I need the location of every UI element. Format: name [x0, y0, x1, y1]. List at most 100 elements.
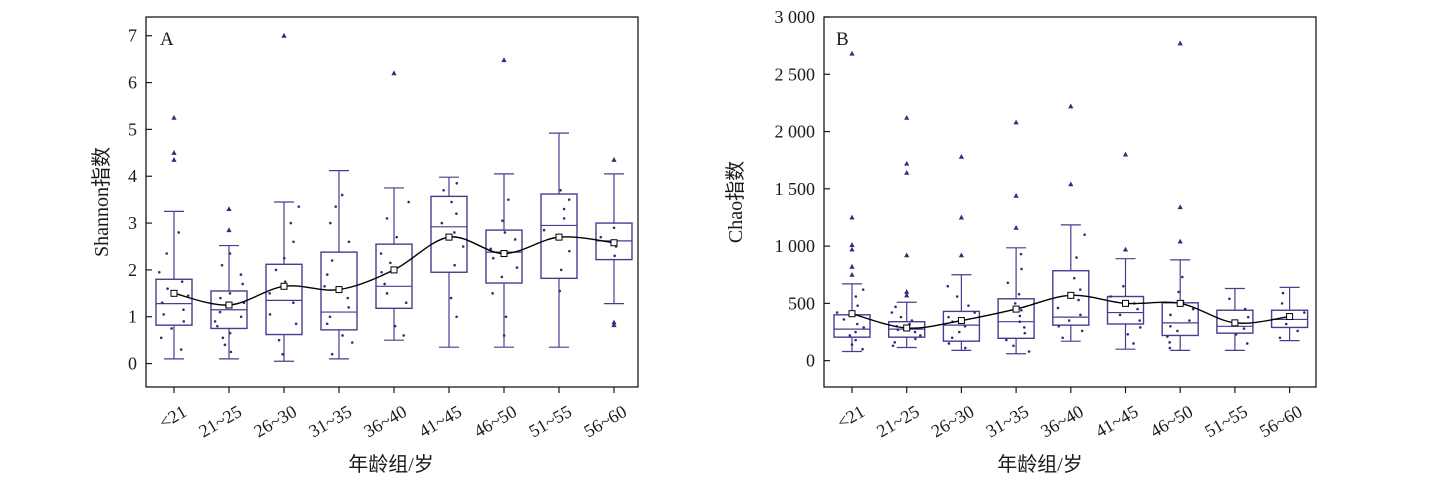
panel-a-data-point [268, 313, 272, 316]
panel-b-outlier [1122, 246, 1129, 252]
panel-b-data-point [1176, 329, 1179, 333]
panel-b-data-point [1166, 335, 1169, 338]
panel-a-data-point [393, 324, 397, 328]
panel-b-data-point [891, 344, 895, 348]
panel-a-data-point [323, 285, 326, 288]
panel-b-data-point [1027, 350, 1031, 353]
panel-b-outlier [1177, 204, 1183, 210]
panel-b-data-point [1228, 297, 1231, 301]
panel-b-data-point [1278, 336, 1282, 340]
panel-a-mean-marker [335, 286, 343, 294]
panel-b-data-point [1136, 307, 1139, 311]
panel-a-data-point [450, 200, 453, 204]
panel-b-data-point [947, 342, 951, 345]
panel-b-outlier [1177, 238, 1183, 244]
panel-b-data-point [1126, 333, 1130, 336]
panel-b-data-point [850, 343, 854, 346]
panel-b-outlier [1068, 103, 1074, 109]
panel-a-y-tick-label: 6 [128, 73, 137, 93]
panel-b-data-point [1132, 342, 1135, 345]
panel-b-y-tick-label: 1 000 [775, 236, 816, 256]
panel-b-data-point [854, 338, 857, 342]
panel-b-x-tick-label: 56~60 [1256, 401, 1306, 441]
panel-b-data-point [1245, 342, 1249, 345]
panel-a-data-point [328, 315, 332, 319]
panel-a-data-point [220, 263, 224, 267]
panel-b-data-point [1109, 295, 1112, 298]
panel-b-outlier [849, 214, 855, 220]
panel-b-x-tick-label: 51~55 [1201, 401, 1251, 441]
panel-b-data-point [1006, 281, 1010, 285]
panel-b-data-point [1169, 324, 1172, 328]
panel-a: 0 1 2 3 4 5 6 7 <21 21~25 26~30 31~35 36~40 41~45 46~5… [90, 16, 639, 476]
panel-b-box [1216, 309, 1254, 334]
panel-a-boxes [155, 132, 633, 362]
panel-a-outlier [281, 32, 287, 38]
panel-a-x-tick-label: 56~60 [580, 401, 630, 441]
panel-a-data-point [542, 228, 546, 232]
panel-b-box [1106, 295, 1145, 325]
panel-b-data-point [950, 336, 954, 340]
panel-b-data-point [1188, 319, 1191, 322]
panel-b-data-point [973, 311, 977, 314]
panel-a-plot-frame [145, 16, 639, 388]
panel-a-data-point [567, 198, 571, 201]
panel-a-box [485, 229, 523, 284]
panel-b-points [835, 40, 1306, 353]
panel-a-box [265, 263, 303, 336]
panel-a-outlier [171, 150, 177, 155]
panel-a-data-point [491, 292, 494, 295]
panel-a-data-point [157, 270, 161, 274]
panel-a-outlier [226, 206, 232, 212]
panel-a-data-point [229, 350, 233, 354]
panel-a-data-point [179, 348, 183, 351]
panel-b-mean-marker [1231, 319, 1239, 327]
panel-b-data-point [1075, 256, 1078, 259]
panel-b-data-point [894, 305, 897, 309]
panel-a-mean-marker [610, 239, 618, 247]
panel-a-mean-line [170, 233, 618, 309]
panel-b-mean-marker [1176, 299, 1184, 307]
panel-b-data-point [1191, 307, 1195, 311]
panel-b-mean-marker [1067, 291, 1075, 299]
panel-a-outlier [391, 70, 397, 76]
panel-a-data-point [347, 240, 351, 244]
panel-a-data-point [223, 343, 227, 347]
panel-b-outlier [849, 263, 855, 269]
panel-b-data-point [1280, 302, 1284, 305]
panel-a-box [155, 278, 193, 326]
panel-b-data-point [1078, 288, 1082, 291]
panel-a-data-point [239, 315, 243, 319]
panel-a-x-tick-label: 46~50 [470, 401, 520, 441]
panel-b-data-point [1067, 319, 1071, 322]
panel-a-data-point [491, 256, 495, 260]
panel-b-data-point [862, 326, 865, 329]
panel-a-data-point [562, 217, 566, 220]
panel-b-x-tick-label: 36~40 [1037, 401, 1087, 441]
panel-a-data-point [346, 296, 350, 300]
panel-b-data-point [1020, 267, 1023, 271]
panel-a-outlier [611, 322, 617, 328]
panel-a-data-point [216, 324, 219, 328]
panel-a-data-point [385, 217, 389, 220]
panel-a-y-tick-label: 0 [128, 354, 137, 374]
panel-b-data-point [1056, 306, 1060, 310]
panel-a-data-point [385, 292, 389, 295]
panel-b-data-point [1168, 341, 1171, 344]
panel-b-outlier [958, 153, 964, 159]
panel-b-mean-marker [903, 324, 911, 332]
panel-b-mean-marker [1012, 305, 1020, 313]
panel-a-data-point [166, 287, 169, 290]
panel-b-data-point [1303, 311, 1306, 314]
panel-a-data-point [297, 205, 301, 208]
panel-a-outlier [226, 227, 232, 233]
panel-b-data-point [1012, 344, 1015, 348]
panel-a-data-point [282, 256, 286, 260]
panel-b-data-point [1057, 324, 1061, 328]
panel-b-data-point [913, 330, 917, 334]
panel-b-x-tick-label: 31~35 [982, 401, 1032, 441]
panel-b-data-point [967, 304, 970, 307]
panel-b-outlier [849, 271, 855, 277]
panel-a-data-point [170, 327, 173, 330]
